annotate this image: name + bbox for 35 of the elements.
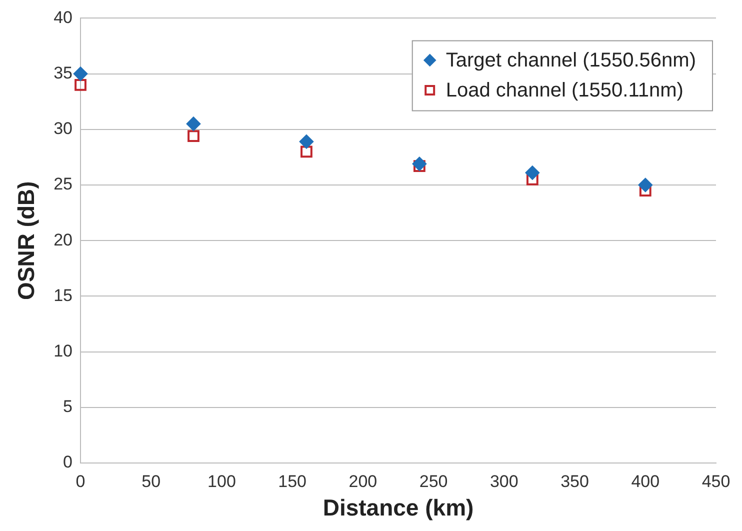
y-tick-label: 5 xyxy=(63,397,73,416)
y-tick-label: 35 xyxy=(54,63,73,82)
point xyxy=(74,66,88,81)
x-tick-label: 100 xyxy=(208,472,236,491)
x-tick-label: 250 xyxy=(419,472,448,491)
y-tick-label: 10 xyxy=(54,341,73,360)
x-tick-label: 0 xyxy=(76,472,86,491)
point xyxy=(74,78,86,91)
point xyxy=(188,130,200,142)
point xyxy=(525,166,540,180)
point xyxy=(186,116,200,131)
legend-label: Target channel (1550.56nm) xyxy=(446,50,696,72)
x-axis-title: Distance (km) xyxy=(322,494,474,521)
point xyxy=(413,160,426,172)
x-tick-label: 200 xyxy=(348,472,378,491)
y-axis-title: OSNR (dB) xyxy=(13,181,40,300)
point xyxy=(638,178,652,192)
y-tick-label: 40 xyxy=(54,8,73,27)
legend-label: Load channel (1550.11nm) xyxy=(446,80,684,102)
x-tick-label: 350 xyxy=(560,472,589,491)
point xyxy=(299,134,314,149)
y-tick-label: 0 xyxy=(63,452,73,472)
x-tick-label: 150 xyxy=(278,472,307,491)
x-tick-label: 50 xyxy=(142,472,161,491)
y-tick-label: 25 xyxy=(54,174,73,194)
point xyxy=(412,156,426,171)
point xyxy=(526,173,538,186)
y-tick-label: 30 xyxy=(54,119,73,138)
y-tick-label: 20 xyxy=(54,230,73,250)
x-tick-label: 450 xyxy=(702,472,730,491)
y-tick-label: 15 xyxy=(54,286,73,305)
point xyxy=(639,184,652,197)
point xyxy=(300,146,312,158)
x-tick-label: 300 xyxy=(490,472,518,491)
x-tick-label: 400 xyxy=(631,472,660,491)
